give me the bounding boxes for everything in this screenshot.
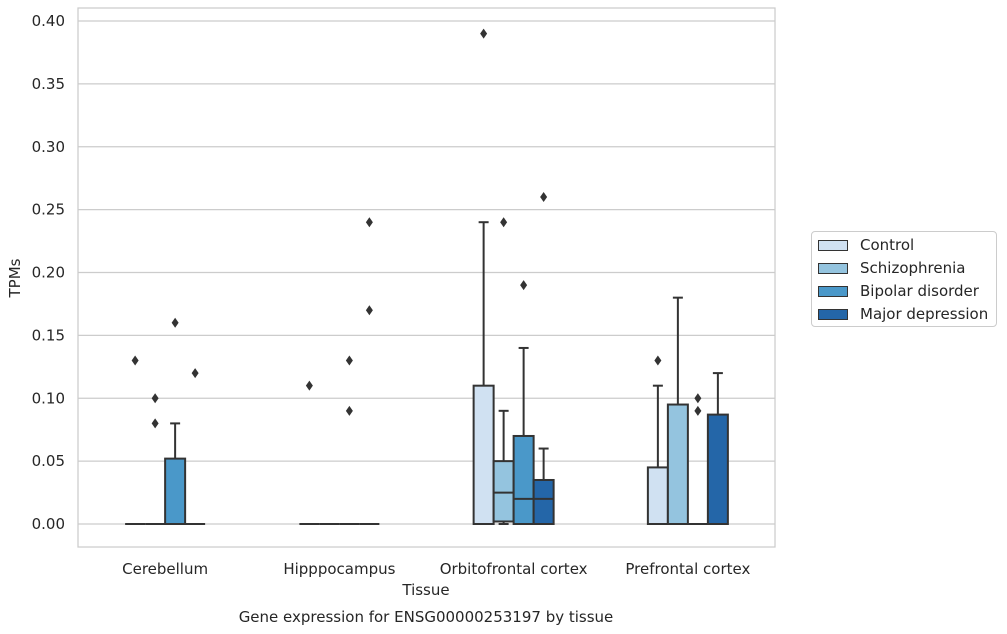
- legend-item-bipolar-disorder: Bipolar disorder: [818, 281, 979, 301]
- legend-item-control: Control: [818, 235, 914, 255]
- legend-swatch-bipolar-disorder: [818, 285, 848, 297]
- box: [185, 368, 206, 525]
- legend-item-major-depression: Major depression: [818, 304, 988, 324]
- y-tick-label: 0.05: [32, 452, 65, 470]
- grid-lines: [78, 20, 775, 525]
- legend-label-major-depression: Major depression: [860, 305, 989, 323]
- x-axis-label: Tissue: [401, 581, 449, 599]
- y-tick-label: 0.40: [32, 12, 65, 30]
- box-body: [472, 384, 495, 525]
- legend-label-bipolar-disorder: Bipolar disorder: [860, 282, 979, 300]
- outlier-point: [694, 405, 702, 416]
- outlier-point: [365, 217, 373, 228]
- outlier-point: [345, 405, 353, 416]
- x-tick-labels: Cerebellum Hipppocampus Orbitofrontal cort…: [122, 560, 750, 578]
- outlier-point: [694, 393, 702, 404]
- box: [532, 192, 555, 525]
- box: [145, 393, 166, 525]
- x-tick-label: Orbitofrontal cortex: [440, 560, 588, 578]
- chart-title: Gene expression for ENSG00000253197 by t…: [239, 608, 614, 626]
- outlier-point: [305, 380, 313, 391]
- x-tick-label: Cerebellum: [122, 560, 208, 578]
- plot-frame: [77, 7, 776, 548]
- box: [359, 217, 380, 525]
- box: [512, 280, 535, 526]
- outlier-point: [131, 355, 139, 366]
- outlier-point: [191, 368, 199, 379]
- y-tick-label: 0.30: [32, 138, 65, 156]
- box: [299, 380, 320, 525]
- outlier-point: [151, 418, 159, 429]
- legend-label-control: Control: [860, 236, 915, 254]
- outlier-point: [500, 217, 508, 228]
- legend-item-schizophrenia: Schizophrenia: [818, 258, 965, 278]
- y-axis-label: TPMs: [6, 258, 24, 298]
- outlier-point: [520, 280, 528, 291]
- box-body: [512, 434, 535, 526]
- x-tick-label: Prefrontal cortex: [625, 560, 750, 578]
- box: [706, 372, 729, 525]
- legend-label-schizophrenia: Schizophrenia: [860, 259, 966, 277]
- y-tick-label: 0.35: [32, 75, 65, 93]
- y-tick-label: 0.00: [32, 515, 65, 533]
- box-marks: [125, 28, 729, 526]
- y-tick-label: 0.15: [32, 326, 65, 344]
- legend-swatch-schizophrenia: [818, 262, 848, 274]
- outlier-point: [540, 192, 548, 203]
- box: [646, 355, 669, 526]
- y-tick-label: 0.20: [32, 264, 65, 282]
- box: [472, 28, 495, 525]
- y-tick-label: 0.10: [32, 389, 65, 407]
- outlier-point: [480, 28, 488, 39]
- legend: Control Schizophrenia Bipolar disorder M…: [811, 231, 997, 327]
- box: [666, 296, 689, 526]
- box: [492, 217, 515, 525]
- legend-swatch-major-depression: [818, 308, 848, 320]
- outlier-point: [345, 355, 353, 366]
- box-body: [532, 478, 555, 525]
- box: [687, 393, 708, 525]
- y-tick-label: 0.25: [32, 201, 65, 219]
- box-body: [164, 457, 187, 525]
- outlier-point: [654, 355, 662, 366]
- box-body: [646, 466, 669, 526]
- y-tick-labels: 0.00 0.05 0.10 0.15 0.20 0.25 0.30 0.35 0.40: [32, 12, 65, 533]
- x-tick-label: Hipppocampus: [283, 560, 395, 578]
- outlier-point: [151, 393, 159, 404]
- box-body: [666, 403, 689, 526]
- outlier-point: [365, 305, 373, 316]
- box: [164, 317, 187, 525]
- box-body: [706, 413, 729, 525]
- outlier-point: [171, 317, 179, 328]
- legend-swatch-control: [818, 239, 848, 251]
- box: [339, 355, 360, 525]
- box-body: [492, 460, 515, 523]
- box: [125, 355, 146, 525]
